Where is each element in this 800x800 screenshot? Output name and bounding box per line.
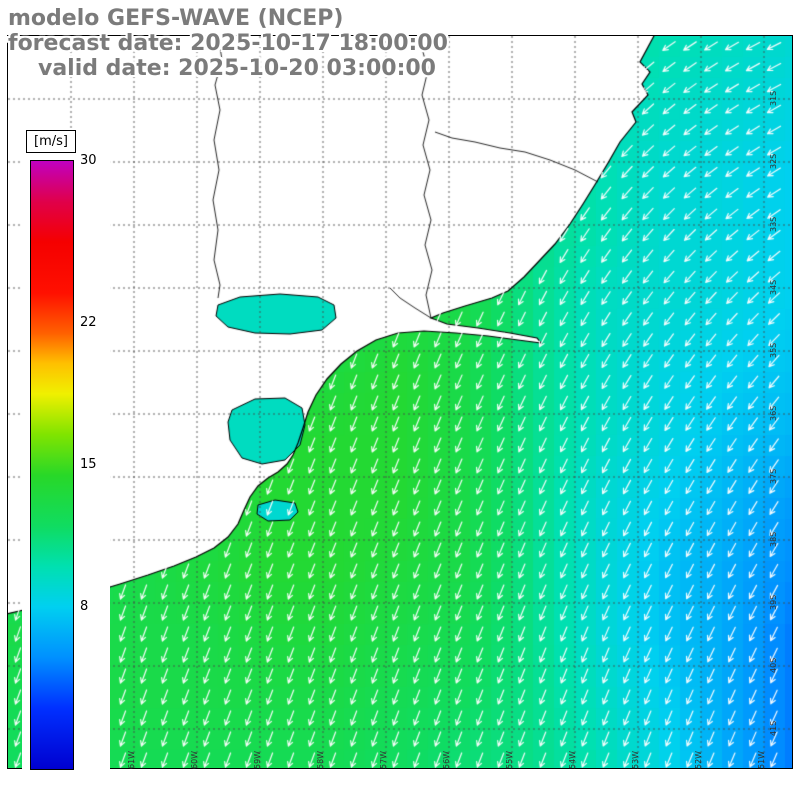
forecast-date: forecast date: 2025-10-17 18:00:00 <box>8 31 448 56</box>
colorbar-tick-label: 8 <box>80 598 89 614</box>
colorbar-tick-label: 22 <box>80 315 97 331</box>
model-title: modelo GEFS-WAVE (NCEP) <box>8 6 344 31</box>
map-frame: 62W61W60W59W58W57W56W55W54W53W52W51W31S3… <box>7 35 793 769</box>
map-canvas <box>8 36 792 768</box>
colorbar-tick-label: 30 <box>80 153 97 168</box>
colorbar-unit-label: [m/s] <box>26 130 76 153</box>
colorbar-gradient <box>30 160 74 770</box>
valid-date: valid date: 2025-10-20 03:00:00 <box>38 56 436 81</box>
colorbar-tick-label: 15 <box>80 457 97 472</box>
title-block: modelo GEFS-WAVE (NCEP) forecast date: 2… <box>8 6 448 81</box>
colorbar: [m/s] 30 22 15 8 <box>22 128 110 776</box>
